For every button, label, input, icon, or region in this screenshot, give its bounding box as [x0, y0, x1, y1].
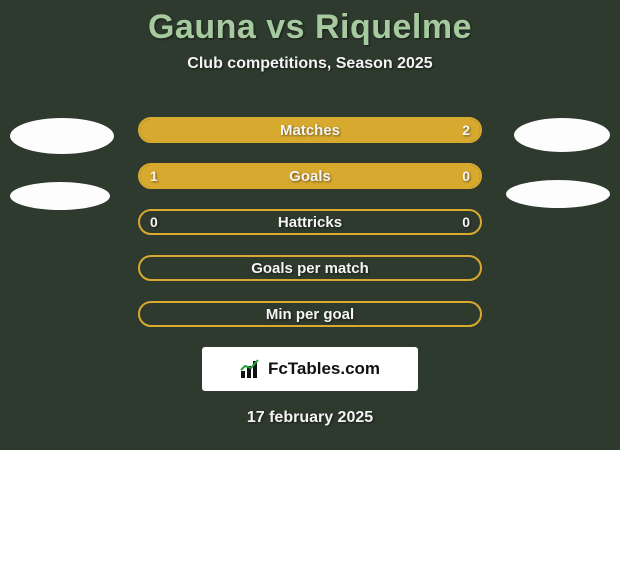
bar-label: Min per goal [140, 303, 480, 325]
bar-label: Goals per match [140, 257, 480, 279]
bar-value-right: 0 [452, 165, 480, 187]
bar-value-right: 2 [452, 119, 480, 141]
bar-label: Goals [140, 165, 480, 187]
brand-text: FcTables.com [268, 359, 380, 379]
stat-bar: Matches2 [138, 117, 482, 143]
avatar [514, 118, 610, 152]
stat-bar: Goals per match [138, 255, 482, 281]
bar-label: Matches [140, 119, 480, 141]
date-line: 17 february 2025 [0, 409, 620, 427]
bar-value-right: 0 [452, 211, 480, 233]
avatar [10, 182, 110, 210]
stat-bar: Hattricks0 0 [138, 209, 482, 235]
bar-value-left: 1 [140, 165, 168, 187]
page-subtitle: Club competitions, Season 2025 [0, 55, 620, 73]
stat-bar: Min per goal [138, 301, 482, 327]
avatar [10, 118, 114, 154]
bar-value-left: 0 [140, 211, 168, 233]
avatars-right [506, 118, 610, 208]
bar-label: Hattricks [140, 211, 480, 233]
brand-chart-icon [240, 359, 262, 379]
page-title: Gauna vs Riquelme [0, 0, 620, 47]
brand-box: FcTables.com [202, 347, 418, 391]
avatar [506, 180, 610, 208]
avatars-left [10, 118, 114, 210]
stat-bar: Goals1 0 [138, 163, 482, 189]
comparison-panel: Gauna vs Riquelme Club competitions, Sea… [0, 0, 620, 450]
comparison-bars: Matches2Goals10Hattricks00Goals per matc… [138, 117, 482, 327]
